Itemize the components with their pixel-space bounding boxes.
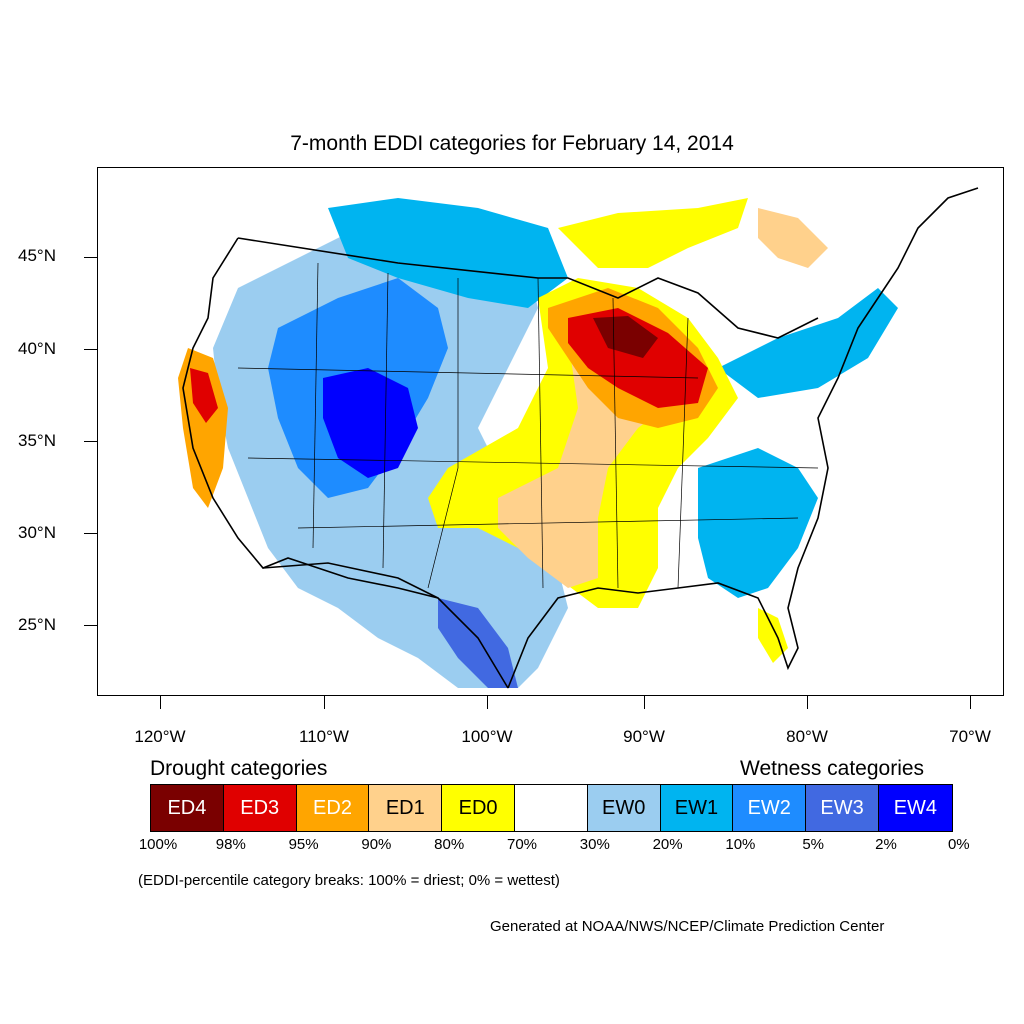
legend-ew3: EW3 — [806, 785, 879, 831]
wet-region-southeast — [698, 448, 818, 598]
legend-bar: ED4 ED3 ED2 ED1 ED0 EW0 EW1 EW2 EW3 EW4 — [150, 784, 953, 832]
wet-region-texas — [438, 598, 518, 688]
percentile-label: 2% — [875, 836, 897, 853]
percentile-label: 5% — [802, 836, 825, 853]
wet-region-core — [323, 368, 418, 478]
mexico-border — [262, 562, 439, 599]
us-outline — [182, 187, 979, 689]
eddi-map — [97, 167, 1004, 696]
lat-tick — [84, 533, 97, 534]
legend-ew1: EW1 — [660, 785, 734, 831]
credit-line: Generated at NOAA/NWS/NCEP/Climate Predi… — [490, 918, 885, 935]
legend-ed1: ED1 — [369, 785, 443, 831]
legend-ed0: ED0 — [442, 785, 515, 831]
lon-tick — [807, 696, 808, 709]
dry-region-core — [593, 316, 658, 358]
lat-label-30: 30°N — [18, 523, 56, 542]
lon-label-70: 70°W — [949, 727, 991, 746]
percentile-label: 30% — [579, 836, 610, 853]
wet-region-lakes — [718, 288, 898, 398]
lat-label-35: 35°N — [18, 431, 56, 450]
lon-tick — [160, 696, 161, 709]
percentile-label: 95% — [288, 836, 319, 853]
state-lines — [237, 262, 819, 589]
canada-border — [237, 237, 819, 339]
percentile-label: 0% — [947, 836, 970, 853]
lon-label-100: 100°W — [461, 727, 513, 746]
drought-regions — [178, 198, 828, 663]
dry-region-florida — [758, 608, 788, 663]
percentile-label: 80% — [434, 836, 465, 853]
percentile-label: 20% — [652, 836, 683, 853]
lon-tick — [970, 696, 971, 709]
legend-ew2: EW2 — [733, 785, 807, 831]
category-note: (EDDI-percentile category breaks: 100% =… — [138, 872, 560, 889]
lon-label-80: 80°W — [786, 727, 828, 746]
dry-region-northeast — [758, 208, 828, 268]
dry-region-north — [558, 198, 748, 268]
percentile-label: 90% — [361, 836, 392, 853]
lon-tick — [324, 696, 325, 709]
map-title: 7-month EDDI categories for February 14,… — [290, 132, 734, 155]
legend-ed4: ED4 — [151, 785, 224, 831]
legend-neutral — [514, 785, 588, 831]
lon-tick — [644, 696, 645, 709]
lat-label-40: 40°N — [18, 339, 56, 358]
percentile-label: 10% — [725, 836, 756, 853]
lat-tick — [84, 257, 97, 258]
boundaries — [182, 187, 979, 689]
lon-label-110: 110°W — [299, 727, 349, 746]
lat-tick — [84, 441, 97, 442]
legend-ed2: ED2 — [296, 785, 370, 831]
lat-tick — [84, 349, 97, 350]
lon-tick — [487, 696, 488, 709]
percentile-label: 98% — [215, 836, 246, 853]
legend-ed3: ED3 — [223, 785, 297, 831]
lat-label-25: 25°N — [18, 615, 56, 634]
drought-heading: Drought categories — [150, 757, 328, 780]
lon-label-120: 120°W — [134, 727, 186, 746]
wet-region-north — [328, 198, 568, 308]
dry-region-california-core — [190, 368, 218, 423]
map-canvas — [178, 187, 979, 689]
legend-ew4: EW4 — [878, 785, 952, 831]
wetness-regions — [213, 198, 898, 688]
lat-tick — [84, 625, 97, 626]
legend-ew0: EW0 — [587, 785, 661, 831]
dry-region-california — [178, 348, 228, 508]
lon-label-90: 90°W — [623, 727, 665, 746]
percentile-label: 100% — [138, 836, 178, 853]
wetness-heading: Wetness categories — [740, 757, 925, 780]
percentile-label: 70% — [506, 836, 538, 853]
lat-label-45: 45°N — [18, 246, 56, 265]
